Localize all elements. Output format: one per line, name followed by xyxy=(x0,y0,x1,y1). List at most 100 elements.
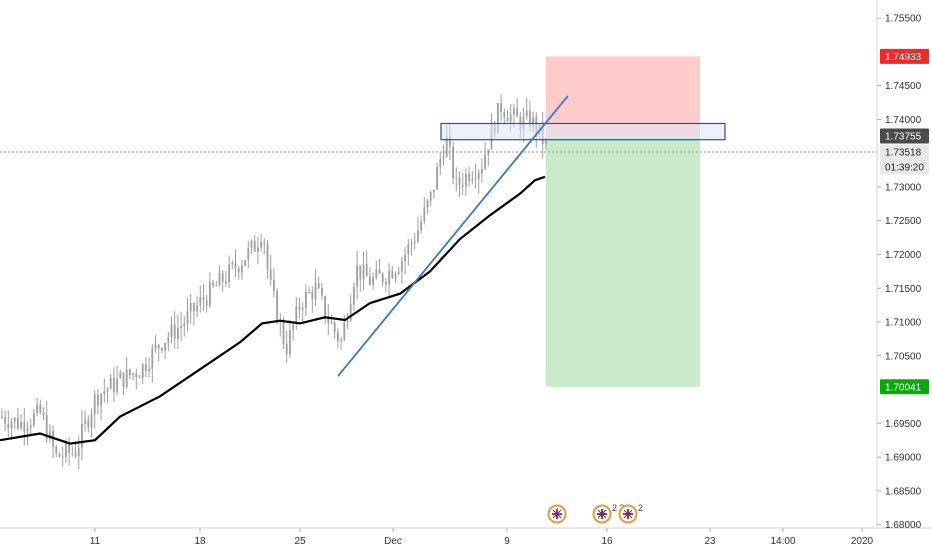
candle xyxy=(481,158,483,183)
stop-loss-zone[interactable] xyxy=(546,56,700,136)
y-tick-label: 1.68500 xyxy=(885,486,922,497)
candle xyxy=(503,108,506,125)
candle-body xyxy=(218,272,221,286)
candle-body xyxy=(119,372,122,379)
candle-body xyxy=(327,318,330,323)
candle-body xyxy=(458,177,461,185)
candle xyxy=(500,94,502,122)
candle xyxy=(193,302,195,326)
candle xyxy=(337,328,339,349)
event-marker[interactable]: 2 xyxy=(618,503,644,524)
candle-body xyxy=(471,178,474,181)
candle-body xyxy=(65,443,67,457)
event-marker[interactable]: 2 3 xyxy=(592,503,625,524)
candle-body xyxy=(465,173,467,187)
candle-body xyxy=(276,291,278,323)
candle-body xyxy=(407,244,410,255)
event-markers[interactable]: 2 3 2 xyxy=(547,503,644,524)
candle-body xyxy=(167,337,170,343)
candle-body xyxy=(404,254,406,262)
candle-body xyxy=(113,377,115,392)
candle xyxy=(365,250,368,277)
candle xyxy=(186,297,189,332)
candle-body xyxy=(29,425,32,429)
candle-body xyxy=(455,177,458,179)
candle xyxy=(161,347,163,354)
candle xyxy=(340,336,342,350)
candle-body xyxy=(45,414,48,440)
take-profit-badge: 1.70041 xyxy=(880,379,929,395)
candle xyxy=(244,259,246,267)
candle xyxy=(122,372,125,396)
candle-body xyxy=(4,417,6,424)
candle-body xyxy=(445,136,448,157)
candle-body xyxy=(394,273,397,278)
candle xyxy=(407,238,410,266)
candle xyxy=(177,314,179,349)
moving-average-line xyxy=(0,175,546,445)
candle-body xyxy=(269,269,272,281)
trendline[interactable] xyxy=(337,95,569,377)
candle-body xyxy=(17,417,19,429)
take-profit-zone[interactable] xyxy=(546,135,700,387)
candle-body xyxy=(221,272,224,283)
candle-body xyxy=(545,140,547,144)
candle-body xyxy=(58,453,61,457)
candle xyxy=(269,254,272,286)
event-marker[interactable] xyxy=(547,504,567,524)
candle-body xyxy=(295,306,298,325)
time-axis[interactable]: 11 18 25 Dec 9 16 23 14:00 2020 xyxy=(90,528,874,547)
y-tick-label: 1.68000 xyxy=(885,520,922,531)
candle xyxy=(474,163,477,189)
x-tick-label: 25 xyxy=(294,536,306,547)
candle xyxy=(116,365,118,396)
y-tick-label: 1.70500 xyxy=(885,351,922,362)
candle-body xyxy=(330,322,333,324)
candle-body xyxy=(74,452,77,457)
last-price-badge-box xyxy=(880,144,929,160)
candle xyxy=(58,452,61,458)
candle xyxy=(71,446,74,457)
candle-body xyxy=(250,240,253,248)
candle-body xyxy=(481,168,483,173)
candle-body xyxy=(388,271,390,285)
entry-price-badge: 1.73755 xyxy=(880,128,929,144)
y-tick-label: 1.75500 xyxy=(885,14,922,25)
candle xyxy=(484,142,486,171)
candle xyxy=(305,284,307,317)
y-tick-label: 1.74000 xyxy=(885,115,922,126)
candle xyxy=(314,269,317,306)
candle xyxy=(413,232,416,250)
entry-price-badge-box xyxy=(880,128,929,144)
candle-body xyxy=(314,283,317,300)
candle-body xyxy=(436,167,438,190)
candle xyxy=(426,199,429,215)
candle xyxy=(333,320,336,340)
price-axis[interactable]: 1.75500 1.74500 1.74000 1.73000 1.72500 1.720… xyxy=(877,14,922,531)
candle xyxy=(167,331,170,351)
candle-body xyxy=(135,373,138,378)
candle-body xyxy=(93,394,96,415)
candles-layer xyxy=(1,94,547,469)
candle-body xyxy=(420,221,422,231)
x-tick-label: 14:00 xyxy=(770,536,795,547)
candle-body xyxy=(401,261,403,272)
resistance-zone[interactable] xyxy=(440,122,726,141)
plot-area[interactable]: 2 3 2 xyxy=(0,56,877,524)
candle-body xyxy=(391,271,394,278)
candle-body xyxy=(509,114,512,122)
last-price-badge: 1.73518 xyxy=(880,144,929,160)
candle-body xyxy=(513,108,515,115)
candle xyxy=(26,421,29,446)
candle-body xyxy=(87,420,90,428)
candle-body xyxy=(381,273,384,282)
candle-body xyxy=(429,192,432,201)
candle-body xyxy=(247,247,250,261)
candle xyxy=(433,189,435,199)
candle-body xyxy=(61,456,64,458)
candle xyxy=(279,312,282,337)
candle xyxy=(68,437,70,466)
candle xyxy=(164,342,166,360)
